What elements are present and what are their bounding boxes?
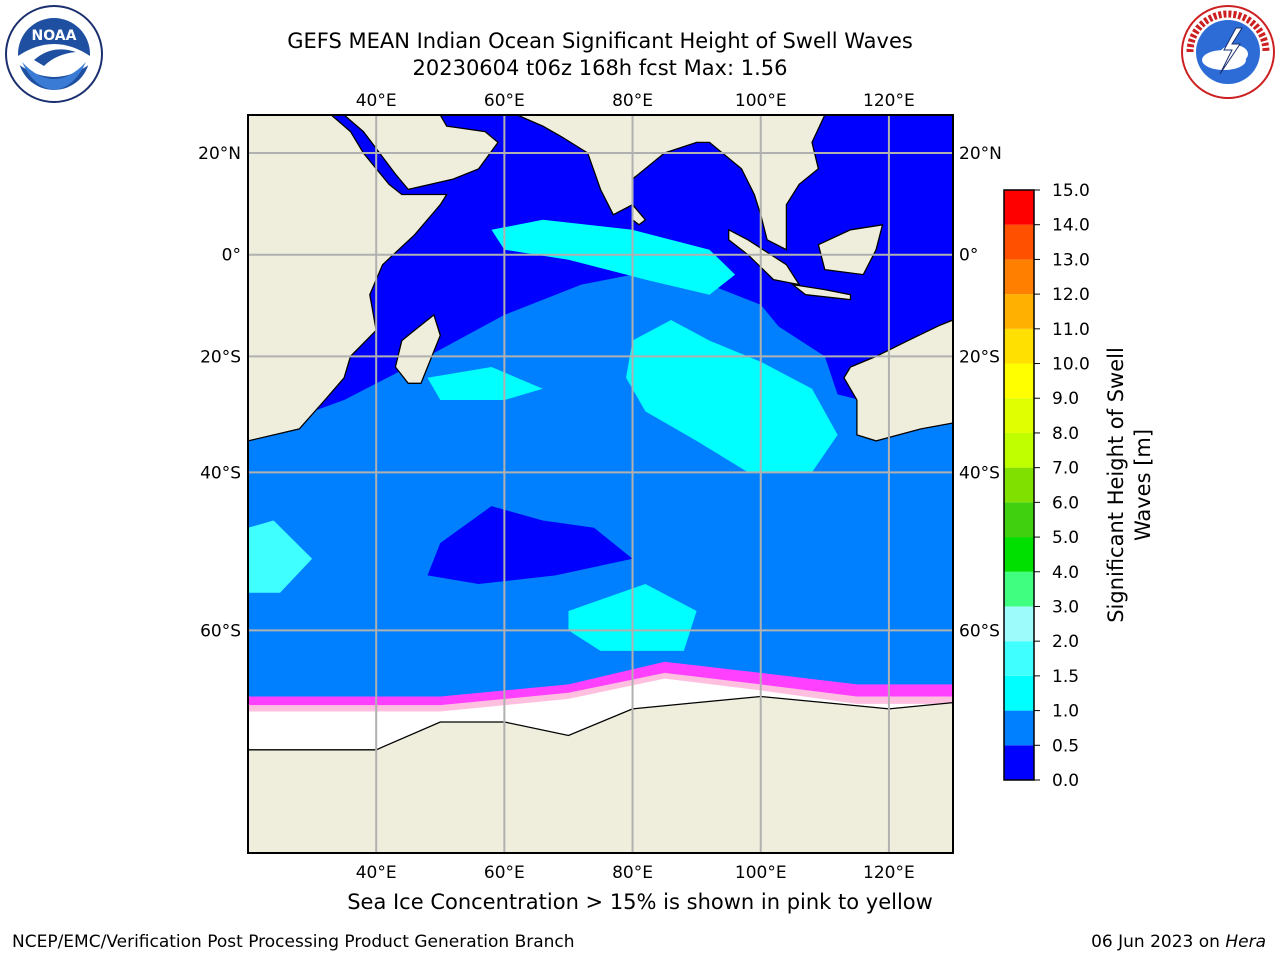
- land-borneo: [817, 224, 884, 276]
- lon-label-bottom: 100°E: [735, 863, 787, 883]
- colorbar-tick-label: 7.0: [1052, 459, 1079, 479]
- land-antarctica: [248, 695, 953, 853]
- swell-patch-central: [626, 320, 838, 473]
- colorbar-tick-label: 15.0: [1052, 181, 1090, 201]
- colorbar-segment: [1004, 294, 1034, 329]
- lon-label-top: 40°E: [356, 91, 397, 111]
- lat-label-right: 40°S: [959, 463, 1000, 483]
- lon-label-top: 60°E: [484, 91, 525, 111]
- colorbar-segment: [1004, 190, 1034, 225]
- colorbar-tick-label: 5.0: [1052, 528, 1079, 548]
- colorbar-segment: [1004, 675, 1034, 711]
- lat-label-left: 40°S: [200, 463, 241, 483]
- lon-label-top: 80°E: [612, 91, 653, 111]
- colorbar-tick-label: 13.0: [1052, 250, 1090, 270]
- colorbar-tick-label: 2.0: [1052, 632, 1079, 652]
- colorbar-segment: [1004, 398, 1034, 433]
- colorbar-segment: [1004, 537, 1034, 572]
- nws-logo: [1180, 4, 1276, 100]
- lon-label-bottom: 60°E: [484, 863, 525, 883]
- lon-label-top: 120°E: [863, 91, 915, 111]
- colorbar-tick-label: 0.5: [1052, 736, 1079, 756]
- land-africa-arabia: [248, 115, 448, 442]
- lat-label-right: 0°: [959, 246, 978, 266]
- colorbar-tick-label: 0.0: [1052, 771, 1079, 791]
- noaa-logo-text: NOAA: [31, 28, 77, 44]
- colorbar-segment: [1004, 710, 1034, 746]
- colorbar-tick-label: 1.5: [1052, 667, 1079, 687]
- colorbar-tick-label: 8.0: [1052, 424, 1079, 444]
- swell-patch-southwest: [248, 520, 313, 593]
- footer-date: 06 Jun 2023 on: [1091, 932, 1220, 952]
- footer-host: Hera: [1225, 932, 1266, 952]
- land-sumatra: [728, 228, 801, 286]
- land-java: [790, 283, 852, 301]
- colorbar-label-line2: Waves [m]: [1131, 428, 1155, 542]
- swell-patch-equatorial: [491, 219, 736, 295]
- land-australia: [843, 319, 953, 442]
- colorbar-segment: [1004, 363, 1034, 399]
- footer-left: NCEP/EMC/Verification Post Processing Pr…: [12, 932, 575, 952]
- colorbar-segment: [1004, 328, 1034, 364]
- colorbar-tick-label: 10.0: [1052, 355, 1090, 375]
- colorbar-tick-label: 9.0: [1052, 389, 1079, 409]
- colorbar-segment: [1004, 432, 1034, 468]
- colorbar-tick-label: 3.0: [1052, 597, 1079, 617]
- colorbar-segment: [1004, 259, 1034, 295]
- colorbar-tick-label: 4.0: [1052, 563, 1079, 583]
- colorbar-border: [1003, 189, 1035, 781]
- map-frame: 40°E 40°E 60°E 60°E 80°E 80°E 100°E 100°E 120°E 1…: [198, 91, 1002, 883]
- land-india: [516, 115, 826, 251]
- colorbar-segment: [1004, 502, 1034, 538]
- lon-label-top: 100°E: [735, 91, 787, 111]
- lat-label-left: 0°: [222, 246, 241, 266]
- swell-patch-low-south: [427, 506, 633, 584]
- lat-label-right: 20°S: [959, 347, 1000, 367]
- map-border: [247, 114, 954, 854]
- lat-label-right: 60°S: [959, 621, 1000, 641]
- lon-label-bottom: 120°E: [863, 863, 915, 883]
- lat-label-right: 20°N: [959, 144, 1002, 164]
- colorbar-tick-label: 1.0: [1052, 702, 1079, 722]
- colorbar-segment: [1004, 467, 1034, 503]
- land-madagascar: [394, 313, 441, 384]
- colorbar-segment: [1004, 641, 1034, 676]
- sea-ice-caption: Sea Ice Concentration > 15% is shown in …: [347, 890, 933, 914]
- colorbar-segment: [1004, 745, 1034, 780]
- colorbar-tick-label: 11.0: [1052, 320, 1090, 340]
- footer-right: 06 Jun 2023 on Hera: [1091, 932, 1266, 952]
- colorbar-segment: [1004, 571, 1034, 607]
- colorbar-segment: [1004, 606, 1034, 642]
- plot-title-line1: GEFS MEAN Indian Ocean Significant Heigh…: [287, 29, 913, 53]
- lat-label-left: 20°N: [198, 144, 241, 164]
- colorbar-tick-label: 14.0: [1052, 216, 1090, 236]
- plot-title-line2: 20230604 t06z 168h fcst Max: 1.56: [412, 56, 788, 80]
- colorbar-tick-label: 6.0: [1052, 493, 1079, 513]
- swell-patch-west: [427, 367, 543, 400]
- colorbar-tick-label: 12.0: [1052, 285, 1090, 305]
- colorbar-label-line1: Significant Height of Swell: [1104, 347, 1128, 623]
- lon-label-bottom: 40°E: [356, 863, 397, 883]
- lat-label-left: 20°S: [200, 347, 241, 367]
- colorbar-segment: [1004, 224, 1034, 260]
- lon-label-bottom: 80°E: [612, 863, 653, 883]
- lat-label-left: 60°S: [200, 621, 241, 641]
- noaa-logo: NOAA: [4, 4, 104, 104]
